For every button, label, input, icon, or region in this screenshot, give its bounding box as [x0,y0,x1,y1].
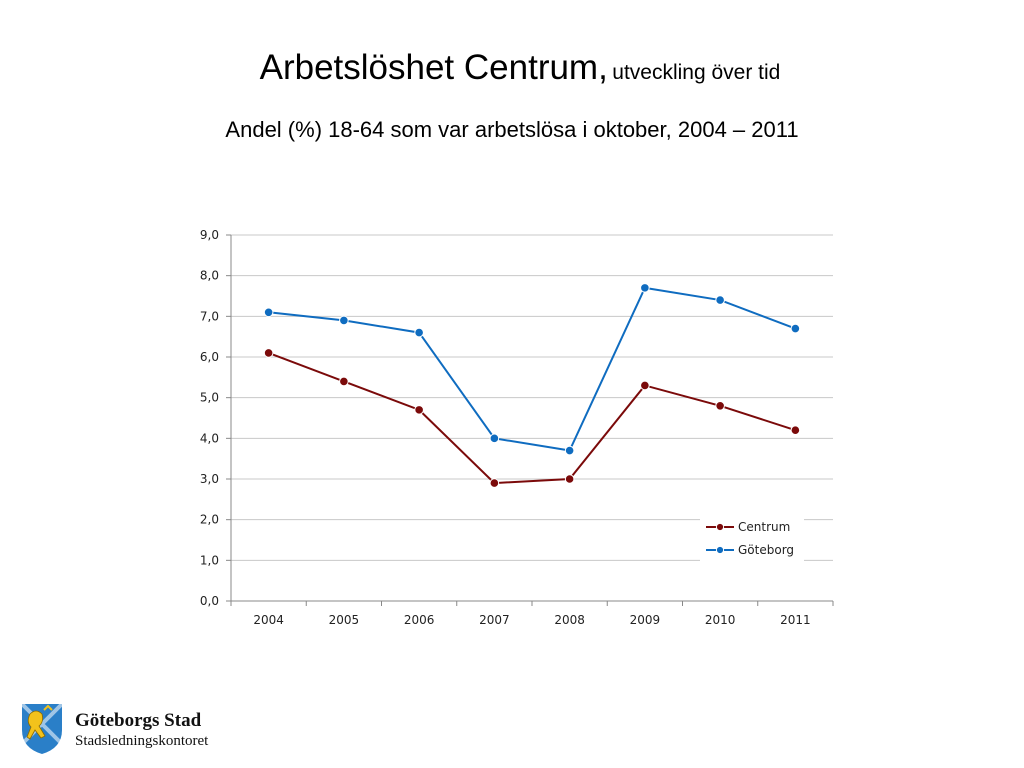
y-tick-label: 3,0 [200,472,219,486]
data-point [790,323,801,334]
data-point [640,380,650,391]
y-tick-label: 7,0 [200,309,219,323]
series-line-1 [268,286,796,452]
x-tick-label: 2008 [554,613,585,627]
y-tick-label: 8,0 [200,269,219,283]
line-chart: 0,0 1,0 2,0 3,0 4,0 5,0 6,0 7,0 8,0 9,0 2004 2005 20… [200,228,834,627]
legend-marker [715,522,725,532]
data-point [715,401,725,411]
y-tick-label: 5,0 [200,391,219,405]
data-point [414,327,424,338]
data-point [414,405,424,415]
x-tick-label: 2010 [705,613,736,627]
legend-label: Centrum [738,520,790,534]
y-tick-label: 6,0 [200,350,219,364]
data-point [564,445,575,456]
data-point [640,283,650,293]
x-tick-label: 2009 [630,613,661,627]
data-point [263,307,274,318]
x-tick-label: 2011 [780,613,811,627]
data-point [339,376,349,387]
series-line-0 [268,351,796,485]
data-point [564,474,575,484]
x-tick-label: 2007 [479,613,510,627]
city-crest-icon [20,702,64,754]
y-tick-label: 9,0 [200,228,219,242]
x-tick-label: 2005 [329,613,360,627]
title-sub: utveckling över tid [612,61,781,84]
legend-label: Göteborg [738,543,794,557]
data-point [339,315,349,326]
data-point [489,433,500,444]
legend-marker [715,545,725,555]
chart-subtitle: Andel (%) 18-64 som var arbetslösa i okt… [225,117,799,142]
legend-box [700,514,804,564]
y-tick-label: 4,0 [200,431,219,445]
data-point [790,425,801,436]
data-point [263,348,274,358]
data-point [715,295,725,305]
x-tick-label: 2004 [253,613,284,627]
x-tick-label: 2006 [404,613,435,627]
logo-unit: Stadsledningskontoret [75,733,209,749]
goteborgs-stad-logo [20,702,64,754]
y-tick-label: 2,0 [200,513,219,527]
y-tick-label: 1,0 [200,553,219,567]
chart-title: Arbetslöshet Centrum, utveckling över ti… [0,48,1024,88]
title-main: Arbetslöshet Centrum, [259,48,608,87]
y-tick-label: 0,0 [200,594,219,608]
data-point [489,478,500,488]
logo-name: Göteborgs Stad [75,710,202,731]
